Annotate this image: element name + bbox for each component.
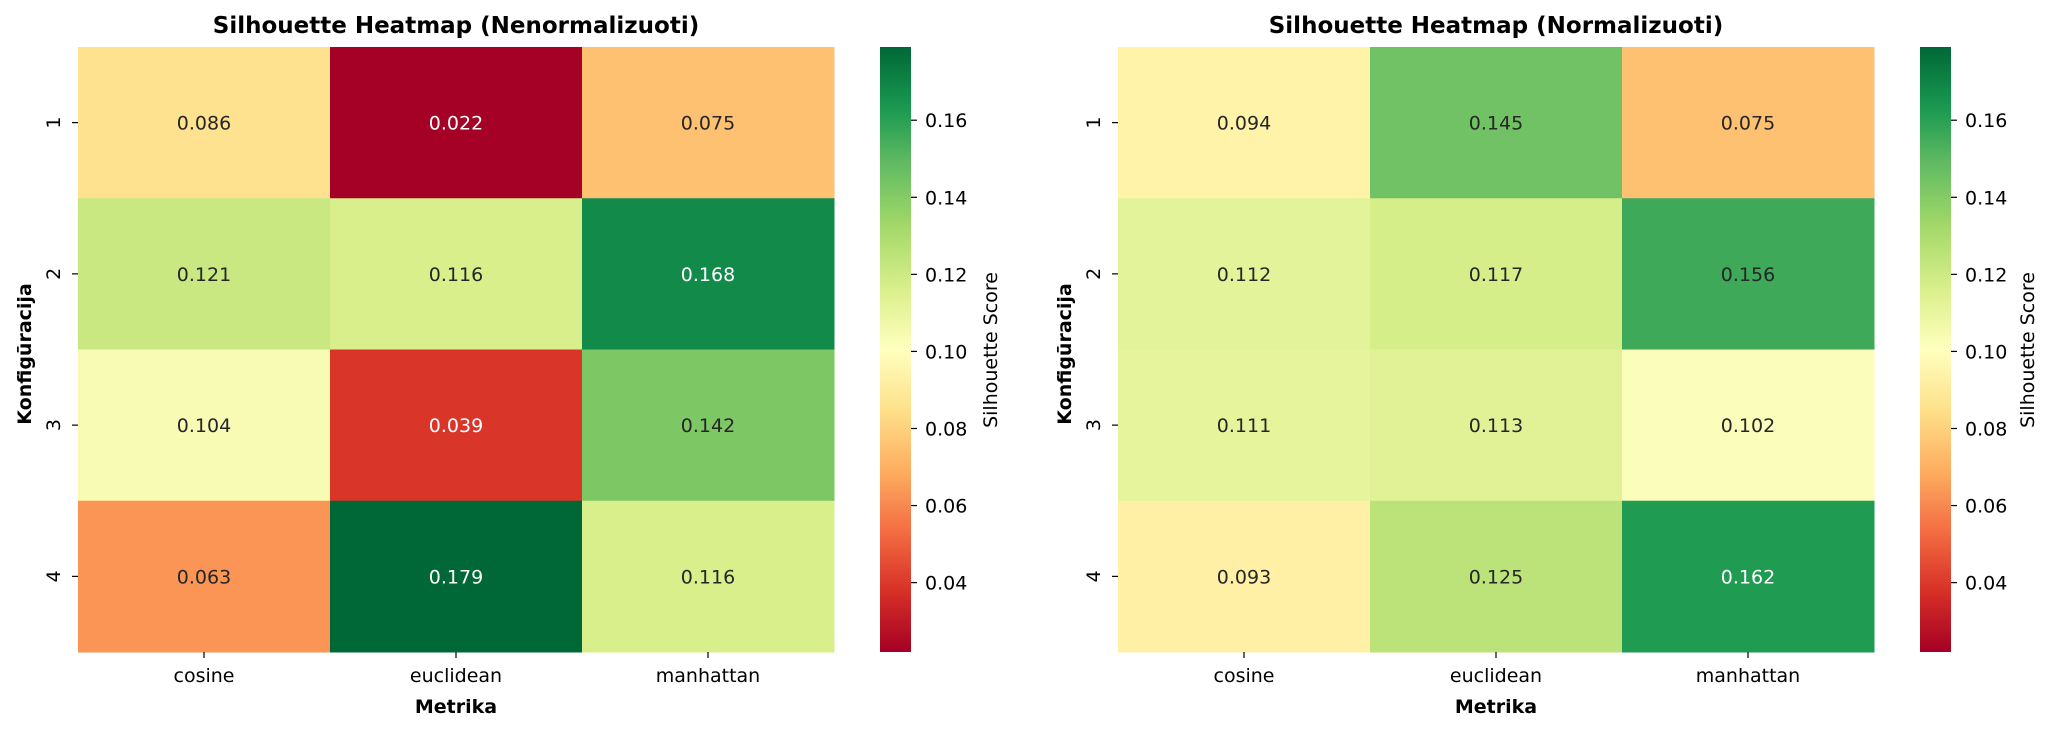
y-tick-label: 2 <box>43 268 65 280</box>
heatmap-cell <box>582 198 835 350</box>
colorbar-tick-label: 0.04 <box>925 573 967 595</box>
colorbar-tick-label: 0.14 <box>1965 187 2007 209</box>
colorbar-tick-label: 0.04 <box>1965 573 2007 595</box>
colorbar-tick-label: 0.16 <box>925 110 967 132</box>
colorbar-label: Silhouette Score <box>980 272 1002 428</box>
cell-value-label: 0.142 <box>681 415 735 437</box>
heatmap-cells: 0.086 0.022 0.075 0.121 0.116 0.168 0.104 0.039… <box>78 47 835 653</box>
cell-value-label: 0.111 <box>1217 415 1271 437</box>
heatmap-cell <box>330 349 583 502</box>
y-axis-label: Konfigūracija <box>14 283 36 424</box>
heatmap-cell <box>1622 47 1875 199</box>
y-tick-label: 3 <box>43 419 65 431</box>
heatmap-cell <box>1622 500 1875 653</box>
cell-value-label: 0.121 <box>177 264 231 286</box>
cell-value-label: 0.116 <box>681 566 735 588</box>
cell-value-label: 0.063 <box>177 566 231 588</box>
heatmap-cell <box>330 47 583 199</box>
heatmap-cell <box>1118 500 1371 653</box>
colorbar-label: Silhouette Score <box>2017 272 2039 428</box>
y-tick-label: 1 <box>43 117 65 129</box>
cell-value-label: 0.102 <box>1721 415 1775 437</box>
colorbar-ticks: 0.04 0.06 0.08 0.10 0.12 0.14 0.16 <box>911 110 967 595</box>
cell-value-label: 0.145 <box>1469 113 1523 135</box>
heatmap-cell <box>1622 198 1875 350</box>
heatmap-cell <box>1118 47 1371 199</box>
y-tick-label: 1 <box>1083 117 1105 129</box>
x-tick-label: euclidean <box>410 665 502 687</box>
x-axis-ticks: cosine euclidean manhattan <box>1214 652 1800 687</box>
colorbar-tick-label: 0.10 <box>925 341 967 363</box>
cell-value-label: 0.039 <box>429 415 483 437</box>
cell-value-label: 0.116 <box>429 264 483 286</box>
y-axis-label: Konfigūracija <box>1054 283 1076 424</box>
cell-value-label: 0.179 <box>429 566 483 588</box>
heatmap-cell <box>78 349 331 502</box>
cell-value-label: 0.113 <box>1469 415 1523 437</box>
colorbar <box>880 47 911 652</box>
cell-value-label: 0.104 <box>177 415 231 437</box>
heatmap-panel-normalized: Silhouette Heatmap (Normalizuoti) 0.094 0… <box>1054 13 2039 718</box>
colorbar-tick-label: 0.12 <box>1965 264 2007 286</box>
colorbar-tick-label: 0.08 <box>925 418 967 440</box>
cell-value-label: 0.086 <box>177 113 231 135</box>
chart-title: Silhouette Heatmap (Nenormalizuoti) <box>213 13 699 39</box>
x-tick-label: cosine <box>1214 665 1275 687</box>
colorbar-tick-label: 0.06 <box>925 496 967 518</box>
heatmap-cell <box>330 500 583 653</box>
heatmap-cell <box>1370 198 1623 350</box>
heatmap-cell <box>1622 349 1875 502</box>
heatmap-cell <box>1370 47 1623 199</box>
y-tick-label: 2 <box>1083 268 1105 280</box>
colorbar-tick-label: 0.06 <box>1965 496 2007 518</box>
heatmap-cell <box>78 500 331 653</box>
heatmap-cell <box>78 47 331 199</box>
colorbar-tick-label: 0.14 <box>925 187 967 209</box>
heatmap-cell <box>1118 198 1371 350</box>
heatmap-cell <box>1118 349 1371 502</box>
cell-value-label: 0.075 <box>681 113 735 135</box>
x-axis-ticks: cosine euclidean manhattan <box>174 652 760 687</box>
heatmap-cell <box>582 500 835 653</box>
heatmap-cell <box>582 349 835 502</box>
x-tick-label: cosine <box>174 665 235 687</box>
x-axis-label: Metrika <box>415 696 497 718</box>
colorbar-tick-label: 0.12 <box>925 264 967 286</box>
y-axis-ticks: 1 2 3 4 <box>43 117 78 582</box>
heatmap-cell <box>1370 349 1623 502</box>
heatmap-cell <box>330 198 583 350</box>
cell-value-label: 0.156 <box>1721 264 1775 286</box>
heatmap-cell <box>78 198 331 350</box>
y-tick-label: 4 <box>43 570 65 582</box>
cell-value-label: 0.125 <box>1469 566 1523 588</box>
x-tick-label: manhattan <box>1696 665 1800 687</box>
colorbar-tick-label: 0.08 <box>1965 418 2007 440</box>
y-tick-label: 3 <box>1083 419 1105 431</box>
cell-value-label: 0.162 <box>1721 566 1775 588</box>
heatmap-cell <box>1370 500 1623 653</box>
heatmap-panel-raw: Silhouette Heatmap (Nenormalizuoti) 0.08… <box>14 13 1002 718</box>
cell-value-label: 0.112 <box>1217 264 1271 286</box>
x-axis-label: Metrika <box>1455 696 1537 718</box>
x-tick-label: euclidean <box>1450 665 1542 687</box>
colorbar-ticks: 0.04 0.06 0.08 0.10 0.12 0.14 0.16 <box>1951 110 2007 595</box>
chart-title: Silhouette Heatmap (Normalizuoti) <box>1269 13 1724 39</box>
heatmap-cells: 0.094 0.145 0.075 0.112 0.117 0.156 0.111 0.113… <box>1118 47 1875 653</box>
cell-value-label: 0.022 <box>429 113 483 135</box>
cell-value-label: 0.168 <box>681 264 735 286</box>
colorbar-tick-label: 0.10 <box>1965 341 2007 363</box>
x-tick-label: manhattan <box>656 665 760 687</box>
colorbar <box>1920 47 1951 652</box>
colorbar-tick-label: 0.16 <box>1965 110 2007 132</box>
heatmap-cell <box>582 47 835 199</box>
cell-value-label: 0.075 <box>1721 113 1775 135</box>
cell-value-label: 0.117 <box>1469 264 1523 286</box>
y-tick-label: 4 <box>1083 570 1105 582</box>
y-axis-ticks: 1 2 3 4 <box>1083 117 1118 582</box>
cell-value-label: 0.094 <box>1217 113 1271 135</box>
cell-value-label: 0.093 <box>1217 566 1271 588</box>
